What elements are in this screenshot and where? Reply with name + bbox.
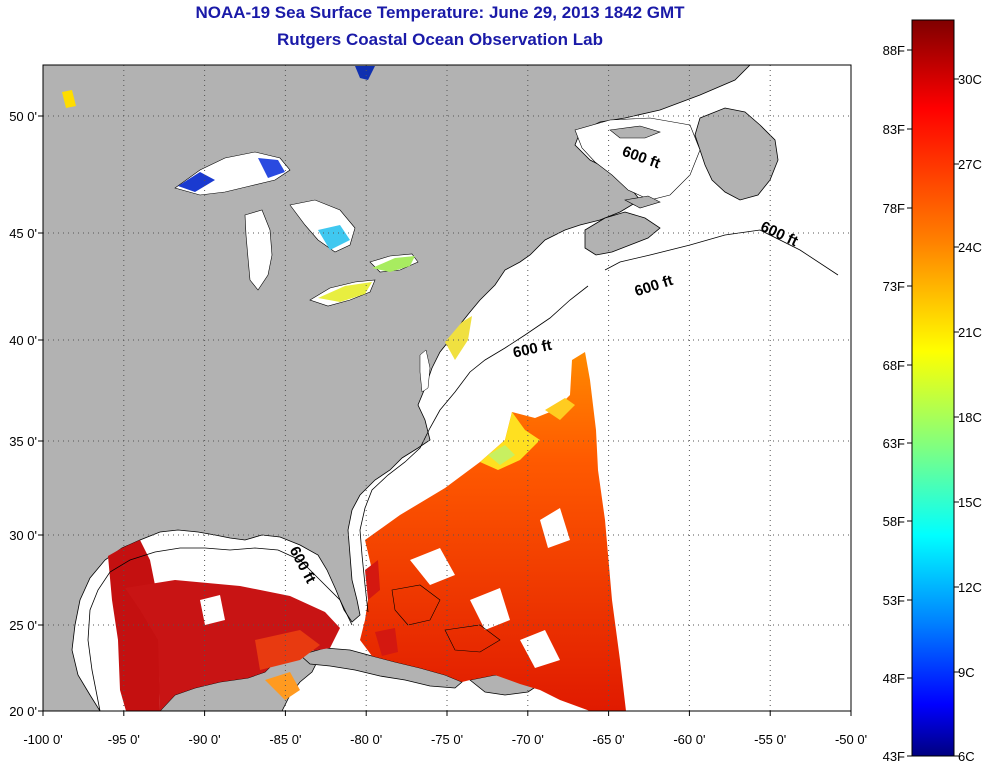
latitude-tick-label: 35 0' <box>9 434 37 449</box>
colorbar-fahrenheit-label: 53F <box>883 593 905 608</box>
colorbar-celsius-label: 18C <box>958 410 982 425</box>
colorbar-fahrenheit-label: 58F <box>883 514 905 529</box>
isobath-600ft <box>87 229 839 711</box>
bahamas-banks <box>391 584 501 653</box>
land-pei <box>624 195 661 209</box>
longitude-tick-label: -95 0' <box>108 732 140 747</box>
longitude-tick-label: -65 0' <box>593 732 625 747</box>
colorbar-fahrenheit-label: 88F <box>883 43 905 58</box>
latitude-tick-label: 30 0' <box>9 528 37 543</box>
colorbar-fahrenheit-label: 48F <box>883 671 905 686</box>
colorbar-fahrenheit-label: 43F <box>883 749 905 764</box>
land-cuba <box>299 647 463 689</box>
colorbar-fahrenheit-label: 78F <box>883 201 905 216</box>
colorbar-celsius-label: 12C <box>958 580 982 595</box>
latitude-tick-label: 25 0' <box>9 618 37 633</box>
land-newfoundland <box>694 107 779 201</box>
map-subtitle: Rutgers Coastal Ocean Observation Lab <box>277 30 603 49</box>
colorbar <box>911 19 955 757</box>
longitude-tick-label: -75 0' <box>431 732 463 747</box>
colorbar-celsius-label: 15C <box>958 495 982 510</box>
colorbar-celsius-label: 9C <box>958 665 975 680</box>
colorbar-celsius-label: 21C <box>958 325 982 340</box>
colorbar-celsius-label: 24C <box>958 240 982 255</box>
latitude-tick-label: 40 0' <box>9 333 37 348</box>
colorbar-celsius-label: 30C <box>958 72 982 87</box>
longitude-tick-label: -80 0' <box>350 732 382 747</box>
colorbar-fahrenheit-label: 83F <box>883 122 905 137</box>
sst-data-layer <box>62 66 626 711</box>
longitude-tick-label: -85 0' <box>269 732 301 747</box>
chesapeake-bay <box>419 349 431 393</box>
longitude-tick-label: -50 0' <box>835 732 867 747</box>
land-nova-scotia <box>584 211 661 256</box>
colorbar-fahrenheit-label: 63F <box>883 436 905 451</box>
colorbar-celsius-label: 27C <box>958 157 982 172</box>
gulf-st-lawrence <box>574 117 701 201</box>
latitude-tick-label: 50 0' <box>9 109 37 124</box>
land-anticosti <box>609 125 661 139</box>
colorbar-ticks: 88F 83F 78F 73F 68F 63F 58F 53F 48F 43F 30C 27C 24C 2… <box>883 43 982 764</box>
longitude-tick-label: -100 0' <box>23 732 62 747</box>
colorbar-celsius-label: 6C <box>958 749 975 764</box>
colorbar-fahrenheit-label: 68F <box>883 358 905 373</box>
map-title: NOAA-19 Sea Surface Temperature: June 29… <box>195 3 685 22</box>
lake-michigan <box>244 209 273 291</box>
colorbar-fahrenheit-label: 73F <box>883 279 905 294</box>
latitude-tick-label: 20 0' <box>9 704 37 719</box>
longitude-tick-label: -70 0' <box>512 732 544 747</box>
longitude-tick-label: -55 0' <box>754 732 786 747</box>
longitude-axis: -100 0' -95 0' -90 0' -85 0' -80 0' -75 0' -70… <box>23 711 867 747</box>
latitude-axis: 50 0' 45 0' 40 0' 35 0' 30 0' 25 0' 20 0' <box>9 109 43 719</box>
latitude-tick-label: 45 0' <box>9 226 37 241</box>
longitude-tick-label: -90 0' <box>189 732 221 747</box>
longitude-tick-label: -60 0' <box>673 732 705 747</box>
